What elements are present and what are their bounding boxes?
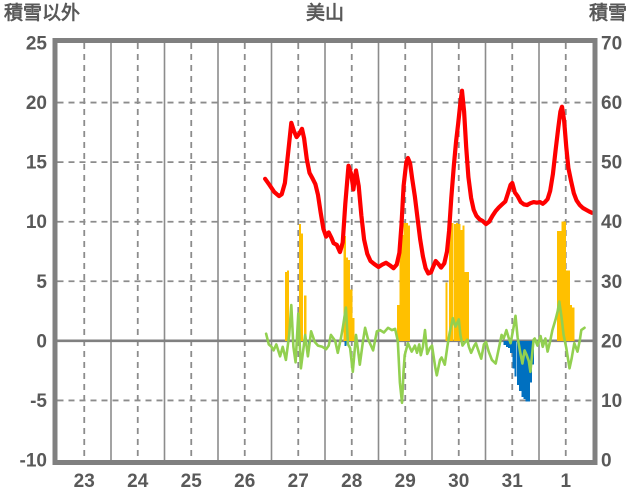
amber-bars xyxy=(458,224,461,341)
right-axis-title: 積雪 xyxy=(588,3,627,24)
left-axis-tick: 20 xyxy=(26,93,47,114)
amber-bars xyxy=(399,225,402,341)
blue-bars xyxy=(507,340,511,349)
left-axis-tick: -5 xyxy=(30,391,47,412)
amber-bars xyxy=(343,236,346,341)
amber-bars xyxy=(565,270,568,341)
blue-bars xyxy=(517,340,520,385)
amber-bars xyxy=(451,222,454,341)
blue-bars xyxy=(510,340,513,353)
amber-bars xyxy=(350,289,353,341)
right-axis-tick: 0 xyxy=(601,451,612,472)
amber-bars xyxy=(456,222,459,341)
right-axis-tick: 40 xyxy=(601,212,622,233)
x-axis-tick: 31 xyxy=(502,471,524,492)
x-axis-tick: 30 xyxy=(448,471,469,492)
amber-bars xyxy=(401,234,404,341)
amber-bars xyxy=(557,231,560,341)
right-axis-tick: 70 xyxy=(601,34,622,55)
amber-bars xyxy=(464,271,467,341)
right-axis-tick: 30 xyxy=(601,272,622,293)
x-axis-tick: 29 xyxy=(395,471,416,492)
amber-bars xyxy=(298,224,301,341)
amber-bars xyxy=(345,257,349,341)
right-axis-tick: 10 xyxy=(601,391,622,412)
amber-bars xyxy=(304,295,307,341)
amber-bars xyxy=(397,305,400,341)
x-axis-tick: 24 xyxy=(127,471,149,492)
x-axis-tick: 25 xyxy=(181,471,203,492)
amber-bars xyxy=(403,222,406,341)
left-axis-tick: -10 xyxy=(20,451,47,472)
red-line xyxy=(263,88,595,276)
amber-bars xyxy=(466,271,469,341)
amber-bars xyxy=(352,318,355,341)
amber-bars xyxy=(563,221,566,341)
blue-bars xyxy=(521,340,524,397)
green-line xyxy=(264,300,586,405)
amber-bars xyxy=(445,282,448,341)
amber-bars xyxy=(567,270,571,341)
left-axis-tick: 0 xyxy=(36,331,47,352)
amber-bars xyxy=(284,271,288,341)
left-axis-tick: 15 xyxy=(26,153,48,174)
left-axis-title: 積雪以外 xyxy=(4,3,81,24)
x-axis-tick: 26 xyxy=(234,471,255,492)
blue-bars xyxy=(519,340,522,391)
right-axis-tick: 60 xyxy=(601,93,622,114)
blue-bars xyxy=(527,340,530,402)
blue-bars xyxy=(512,340,515,369)
x-axis-tick: 23 xyxy=(74,471,95,492)
x-axis-tick: 28 xyxy=(341,471,362,492)
amber-bars xyxy=(561,221,564,341)
amber-bars xyxy=(300,233,304,341)
x-axis-tick: 27 xyxy=(288,471,309,492)
x-axis-tick: 1 xyxy=(560,471,571,492)
amber-bars xyxy=(405,222,408,341)
right-axis-tick: 20 xyxy=(601,331,622,352)
blue-bars xyxy=(523,340,526,400)
amber-bars xyxy=(460,230,463,341)
amber-bars xyxy=(449,225,452,341)
left-axis-tick: 10 xyxy=(26,212,47,233)
amber-bars xyxy=(559,231,562,341)
amber-bars xyxy=(287,270,290,341)
blue-bars xyxy=(514,340,517,377)
chart-title: 美山 xyxy=(305,3,344,24)
left-axis-tick: 5 xyxy=(36,272,47,293)
amber-bars xyxy=(572,307,575,341)
blue-bars xyxy=(525,340,528,402)
right-axis-tick: 50 xyxy=(601,153,622,174)
amber-bars xyxy=(407,225,411,341)
blue-bars xyxy=(503,340,506,346)
amber-bars xyxy=(348,259,351,341)
blue-bars xyxy=(505,340,508,347)
amber-bars xyxy=(570,305,573,341)
amber-bars xyxy=(453,224,457,341)
blue-bars xyxy=(344,340,347,347)
amber-bars xyxy=(462,225,465,341)
left-axis-tick: 25 xyxy=(26,34,48,55)
plot-frame xyxy=(52,38,598,465)
